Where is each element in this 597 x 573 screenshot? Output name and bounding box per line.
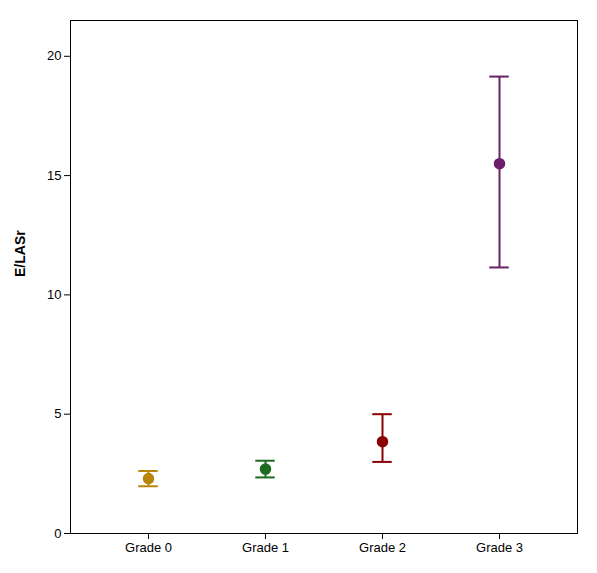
svg-text:20: 20 — [47, 48, 61, 63]
svg-text:E/LASr: E/LASr — [12, 230, 28, 277]
svg-text:Grade 1: Grade 1 — [242, 540, 289, 555]
svg-text:Grade 2: Grade 2 — [359, 540, 406, 555]
svg-text:Grade 0: Grade 0 — [125, 540, 172, 555]
svg-text:5: 5 — [54, 406, 61, 421]
svg-text:15: 15 — [47, 168, 61, 183]
svg-text:10: 10 — [47, 287, 61, 302]
svg-text:0: 0 — [54, 526, 61, 541]
svg-text:Grade 3: Grade 3 — [476, 540, 523, 555]
